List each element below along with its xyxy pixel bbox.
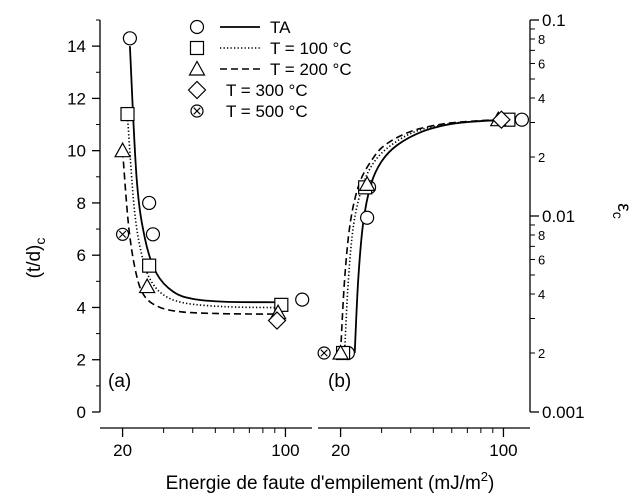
y-minor-tick-label-b: 6 — [538, 252, 545, 267]
data-point-b — [358, 175, 376, 191]
fit-curve-b — [353, 118, 509, 354]
y-axis-title-a-sub: c — [32, 238, 48, 245]
data-point-b — [514, 112, 530, 127]
data-point-b — [492, 110, 511, 130]
y-minor-tick-label-b: 2 — [538, 150, 545, 165]
panel-a-axes: 0 2 4 6 8 10 12 14 20 100 — [67, 19, 312, 460]
legend-label: T = 200 °C — [270, 60, 352, 79]
y-tick-label-a: 10 — [67, 142, 86, 161]
fit-curve-a — [126, 116, 282, 309]
y-axis-title-a: (t/d)c — [24, 238, 48, 279]
circle-x-stroke — [320, 349, 328, 357]
y-axis-title-b-main: ε — [613, 203, 634, 212]
y-axis-title-b: εc — [610, 203, 634, 218]
data-point-b — [332, 344, 350, 360]
x-tick-label-a: 100 — [271, 441, 299, 460]
data-point-b — [317, 346, 331, 360]
panel-a-data-points — [114, 31, 310, 330]
legend-entry: T = 100 °C — [189, 39, 352, 58]
data-point-a — [114, 141, 132, 158]
panel-b-label: (b) — [328, 371, 351, 392]
data-point-a — [295, 292, 310, 307]
data-point-a — [120, 106, 135, 122]
y-minor-tick-label-b: 2 — [538, 346, 545, 361]
panel-b-data-points — [317, 110, 530, 361]
legend-entry: TA — [189, 18, 291, 37]
y-tick-label-b: 0.01 — [542, 207, 575, 226]
circle-x-stroke — [118, 230, 127, 238]
legend-marker — [189, 40, 205, 56]
data-point-a — [122, 31, 137, 46]
y-tick-label-a: 0 — [77, 403, 86, 422]
data-point-b — [360, 210, 375, 225]
legend-label: T = 300 °C — [226, 81, 308, 100]
legend-entry: T = 200 °C — [188, 60, 352, 79]
y-tick-label-a: 14 — [67, 37, 86, 56]
y-minor-tick-label-b: 4 — [538, 91, 545, 106]
y-tick-label-a: 2 — [77, 351, 86, 370]
y-axis-title-a-main: (t/d) — [24, 245, 45, 279]
panel-a-fit-curves — [121, 46, 286, 315]
y-minor-tick-label-b: 6 — [538, 56, 545, 71]
y-tick-label-b: 0.1 — [542, 11, 566, 30]
fit-curve-a — [129, 46, 286, 304]
legend-label: TA — [270, 18, 291, 37]
data-point-a — [142, 195, 157, 211]
fit-curve-b — [339, 118, 499, 354]
x-tick-label-a: 20 — [113, 441, 132, 460]
y-tick-label-b: 0.001 — [542, 403, 585, 422]
x-tick-label-b: 20 — [331, 441, 350, 460]
y-tick-label-a: 6 — [77, 246, 86, 265]
y-axis-title-b-sub: c — [610, 212, 626, 219]
data-point-a — [142, 258, 157, 273]
y-tick-label-a: 8 — [77, 194, 86, 213]
legend-marker — [187, 80, 207, 100]
legend-entry: T = 500 °C — [190, 102, 308, 121]
y-minor-tick-label-b: 8 — [538, 228, 545, 243]
circle-x-stroke — [193, 107, 201, 115]
panel-b-axes: 0.001 0.01 0.1 2 4 6 8 2 4 6 8 20 100 — [318, 11, 585, 460]
legend-marker — [190, 104, 204, 118]
panel-a-label: (a) — [108, 371, 131, 392]
x-axis-title-end: ) — [488, 473, 494, 494]
panel-b-fit-curves — [339, 118, 509, 354]
data-point-a — [145, 227, 161, 242]
y-tick-label-a: 4 — [77, 298, 86, 317]
y-minor-tick-label-b: 8 — [538, 32, 545, 47]
data-point-a — [115, 227, 130, 241]
data-point-a — [138, 277, 156, 294]
y-tick-label-a: 12 — [67, 89, 86, 108]
legend-label: T = 500 °C — [226, 102, 308, 121]
legend-marker — [188, 60, 206, 76]
legend-entry: T = 300 °C — [187, 80, 308, 100]
y-minor-tick-label-b: 4 — [538, 287, 545, 302]
fit-curve-a — [121, 150, 279, 315]
data-point-a — [267, 311, 287, 330]
legend: TA T = 100 °C T = 200 °C T = 300 °C T = 500 … — [187, 18, 352, 121]
x-tick-label-b: 100 — [489, 441, 517, 460]
fit-curve-b — [343, 118, 509, 354]
legend-label: T = 100 °C — [270, 39, 352, 58]
x-axis-title: Energie de faute d'empilement (mJ/m2) — [166, 469, 495, 494]
x-axis-title-sup: 2 — [481, 469, 488, 484]
x-axis-title-main: Energie de faute d'empilement (mJ/m — [166, 473, 481, 494]
legend-marker — [189, 19, 205, 35]
